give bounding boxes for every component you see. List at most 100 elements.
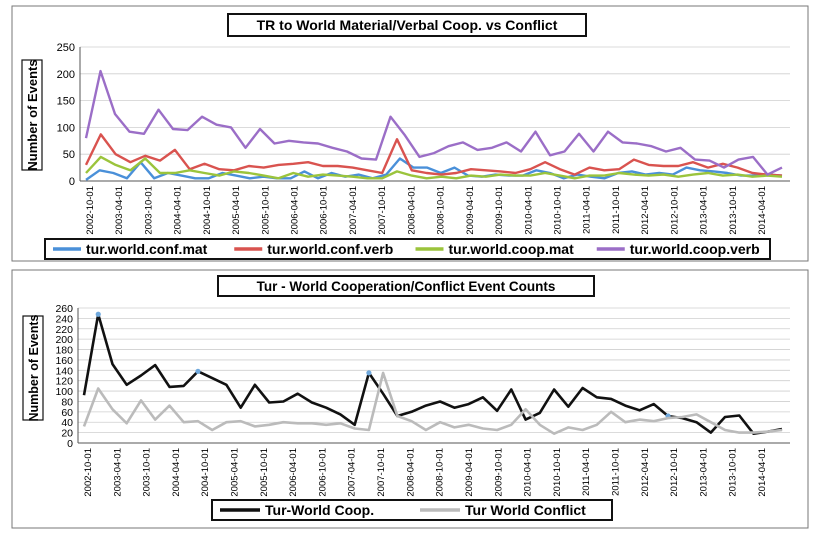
x-tick-label: 2005-04-01	[231, 186, 242, 235]
x-tick-label: 2010-04-01	[523, 448, 534, 497]
x-tick-label: 2011-10-01	[610, 448, 621, 496]
y-tick-label: 220	[55, 324, 73, 336]
x-tick-label: 2006-10-01	[317, 448, 328, 497]
chart-1-title-box	[227, 13, 587, 37]
chart-1-title: TR to World Material/Verbal Coop. vs Con…	[257, 17, 558, 33]
x-tick-label: 2008-04-01	[406, 186, 417, 235]
x-tick-label: 2008-10-01	[435, 448, 446, 497]
x-tick-label: 2005-10-01	[259, 448, 270, 497]
x-tick-label: 2002-10-01	[83, 448, 94, 497]
x-tick-label: 2013-10-01	[728, 448, 739, 497]
x-tick-label: 2008-10-01	[436, 186, 447, 235]
series-line-tur-world-coop-mat	[85, 155, 783, 180]
y-tick-label: 40	[61, 417, 73, 429]
x-tick-label: 2014-04-01	[757, 186, 768, 235]
x-tick-label: 2007-10-01	[377, 186, 388, 235]
x-tick-label: 2003-04-01	[114, 186, 125, 235]
x-tick-label: 2010-04-01	[523, 186, 534, 235]
x-tick-label: 2007-04-01	[347, 448, 358, 497]
x-tick-label: 2004-10-01	[200, 448, 211, 497]
highlight-point	[366, 370, 372, 376]
legend-box	[44, 238, 771, 260]
legend-label: Tur World Conflict	[465, 502, 586, 518]
x-tick-label: 2005-04-01	[230, 448, 241, 497]
y-tick-label: 100	[57, 122, 75, 134]
x-tick-label: 2008-04-01	[405, 448, 416, 497]
y-tick-label: 0	[67, 438, 73, 450]
x-tick-label: 2009-04-01	[464, 448, 475, 497]
x-tick-label: 2009-04-01	[465, 186, 476, 235]
legend-box	[211, 499, 613, 521]
x-tick-label: 2012-04-01	[640, 186, 651, 235]
y-tick-label: 260	[55, 303, 73, 315]
x-tick-label: 2003-10-01	[142, 448, 153, 497]
x-tick-label: 2009-10-01	[494, 186, 505, 235]
x-tick-label: 2013-04-01	[699, 186, 710, 235]
y-tick-label: 100	[55, 386, 73, 398]
x-tick-label: 2011-04-01	[582, 186, 593, 234]
chart-1-legend: tur.world.conf.mat tur.world.conf.verb tur…	[44, 238, 771, 260]
legend-label: Tur-World Coop.	[265, 502, 374, 518]
highlight-point	[195, 368, 201, 374]
chart-2-legend: Tur-World Coop. Tur World Conflict	[211, 499, 613, 521]
x-tick-label: 2006-10-01	[319, 186, 330, 235]
y-tick-label: 120	[55, 376, 73, 388]
series-line-tur-world-coop-verb	[84, 69, 783, 176]
series-line-tur-world-conflict	[82, 371, 783, 436]
x-tick-label: 2012-10-01	[669, 186, 680, 235]
x-tick-label: 2006-04-01	[288, 448, 299, 497]
x-tick-label: 2002-10-01	[85, 186, 96, 235]
chart-1-x-axis: 2002-10-01 2003-04-01 2003-10-01 2004-04-01…	[85, 186, 768, 235]
x-tick-label: 2005-10-01	[260, 186, 271, 235]
legend-label: tur.world.coop.verb	[630, 241, 760, 257]
chart-panel-1: TR to World Material/Verbal Coop. vs Con…	[11, 5, 809, 262]
y-tick-label: 240	[55, 313, 73, 325]
x-tick-label: 2013-10-01	[728, 186, 739, 235]
x-tick-label: 2006-04-01	[290, 186, 301, 235]
x-tick-label: 2012-10-01	[669, 448, 680, 497]
x-tick-label: 2004-04-01	[173, 186, 184, 235]
x-tick-label: 2004-04-01	[171, 448, 182, 497]
chart-1-ylabel-box	[21, 59, 43, 171]
y-tick-label: 20	[61, 428, 73, 440]
y-tick-label: 250	[57, 42, 75, 54]
y-tick-label: 60	[61, 407, 73, 419]
chart-2-frame	[11, 269, 809, 529]
chart-2-x-axis: 2002-10-01 2003-04-01 2003-10-01 2004-04-01…	[83, 448, 768, 497]
legend-label: tur.world.conf.mat	[86, 241, 208, 257]
chart-1-grid	[79, 46, 790, 182]
chart-1-ylabel: Number of Events	[25, 59, 40, 170]
y-tick-label: 200	[57, 69, 75, 81]
x-tick-label: 2010-10-01	[552, 448, 563, 497]
chart-1-y-axis: 0 50 100 150 200 250	[57, 42, 75, 188]
x-tick-label: 2003-04-01	[112, 448, 123, 497]
x-tick-label: 2009-10-01	[493, 448, 504, 497]
chart-2-grid	[77, 307, 790, 444]
y-tick-label: 160	[55, 355, 73, 367]
legend-label: tur.world.conf.verb	[267, 241, 393, 257]
y-tick-label: 50	[63, 149, 75, 161]
y-tick-label: 200	[55, 334, 73, 346]
chart-1-series	[84, 69, 783, 181]
y-tick-label: 180	[55, 345, 73, 357]
series-line-tur-world-conf-verb	[84, 133, 783, 177]
chart-2-ylabel: Number of Events	[27, 314, 41, 421]
x-tick-label: 2007-04-01	[348, 186, 359, 235]
x-tick-label: 2007-10-01	[376, 448, 387, 497]
y-tick-label: 0	[69, 176, 75, 188]
y-tick-label: 150	[57, 96, 75, 108]
x-tick-label: 2010-10-01	[552, 186, 563, 235]
chart-2-ylabel-box	[22, 315, 44, 421]
x-tick-label: 2011-10-01	[611, 186, 622, 234]
x-tick-label: 2014-04-01	[757, 448, 768, 497]
chart-2-title: Tur - World Cooperation/Conflict Event C…	[257, 279, 556, 294]
chart-2-title-box	[217, 275, 595, 297]
x-tick-label: 2013-04-01	[698, 448, 709, 497]
x-tick-label: 2003-10-01	[143, 186, 154, 235]
chart-2-series	[82, 311, 783, 436]
chart-panel-2: Tur - World Cooperation/Conflict Event C…	[11, 269, 809, 529]
x-tick-label: 2012-04-01	[640, 448, 651, 497]
x-tick-label: 2004-10-01	[202, 186, 213, 235]
